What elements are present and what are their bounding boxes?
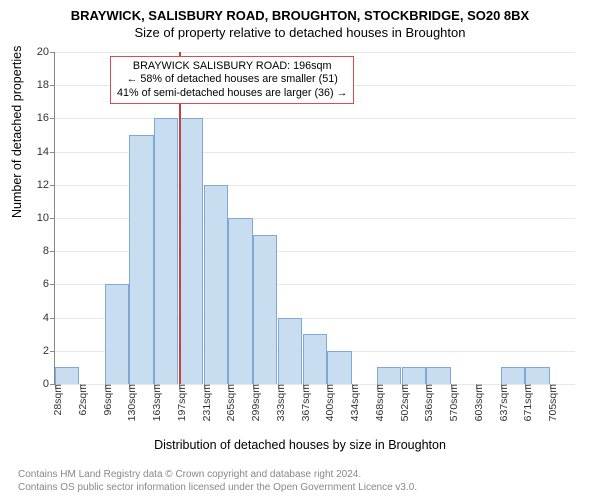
ytick-label: 12 [37,179,55,191]
ytick-label: 20 [37,46,55,58]
histogram-bar [525,367,549,384]
annotation-line1: BRAYWICK SALISBURY ROAD: 196sqm [117,60,347,73]
xtick-label: 130sqm [120,384,138,421]
ytick-label: 8 [43,245,55,257]
xtick-label: 333sqm [269,384,287,421]
ytick-label: 10 [37,212,55,224]
xtick-label: 434sqm [343,384,361,421]
xtick-label: 536sqm [417,384,435,421]
xtick-label: 502sqm [393,384,411,421]
xtick-label: 570sqm [442,384,460,421]
histogram-bar [179,118,203,384]
ytick-label: 18 [37,79,55,91]
histogram-bar [303,334,327,384]
gridline [55,118,575,119]
chart-plot-area: 0246810121416182028sqm62sqm96sqm130sqm16… [54,52,575,385]
histogram-bar [377,367,401,384]
chart-title-main: BRAYWICK, SALISBURY ROAD, BROUGHTON, STO… [0,0,600,23]
histogram-bar [278,318,302,384]
histogram-bar [105,284,129,384]
y-axis-label: Number of detached properties [10,46,24,218]
annotation-line3: 41% of semi-detached houses are larger (… [117,87,347,100]
ytick-label: 14 [37,146,55,158]
annotation-box: BRAYWICK SALISBURY ROAD: 196sqm ← 58% of… [110,56,354,104]
gridline [55,52,575,53]
xtick-label: 367sqm [294,384,312,421]
xtick-label: 231sqm [195,384,213,421]
xtick-label: 468sqm [368,384,386,421]
ytick-label: 16 [37,112,55,124]
xtick-label: 603sqm [467,384,485,421]
histogram-bar [55,367,79,384]
xtick-label: 400sqm [318,384,336,421]
xtick-label: 62sqm [71,384,89,416]
xtick-label: 299sqm [244,384,262,421]
histogram-bar [228,218,252,384]
histogram-bar [426,367,450,384]
xtick-label: 705sqm [541,384,559,421]
footer-attribution: Contains HM Land Registry data © Crown c… [18,469,417,494]
xtick-label: 671sqm [516,384,534,421]
histogram-bar [501,367,525,384]
xtick-label: 28sqm [46,384,64,416]
x-axis-label: Distribution of detached houses by size … [0,438,600,452]
footer-line2: Contains OS public sector information li… [18,482,417,495]
histogram-bar [129,135,153,384]
histogram-bar [253,235,277,384]
footer-line1: Contains HM Land Registry data © Crown c… [18,469,417,482]
ytick-label: 4 [43,312,55,324]
xtick-label: 163sqm [145,384,163,421]
xtick-label: 197sqm [170,384,188,421]
xtick-label: 265sqm [219,384,237,421]
histogram-bar [204,185,228,384]
histogram-bar [154,118,178,384]
chart-title-sub: Size of property relative to detached ho… [0,23,600,40]
ytick-label: 2 [43,345,55,357]
annotation-line2: ← 58% of detached houses are smaller (51… [117,73,347,86]
histogram-bar [327,351,351,384]
ytick-label: 6 [43,278,55,290]
histogram-bar [402,367,426,384]
xtick-label: 96sqm [96,384,114,416]
xtick-label: 637sqm [492,384,510,421]
